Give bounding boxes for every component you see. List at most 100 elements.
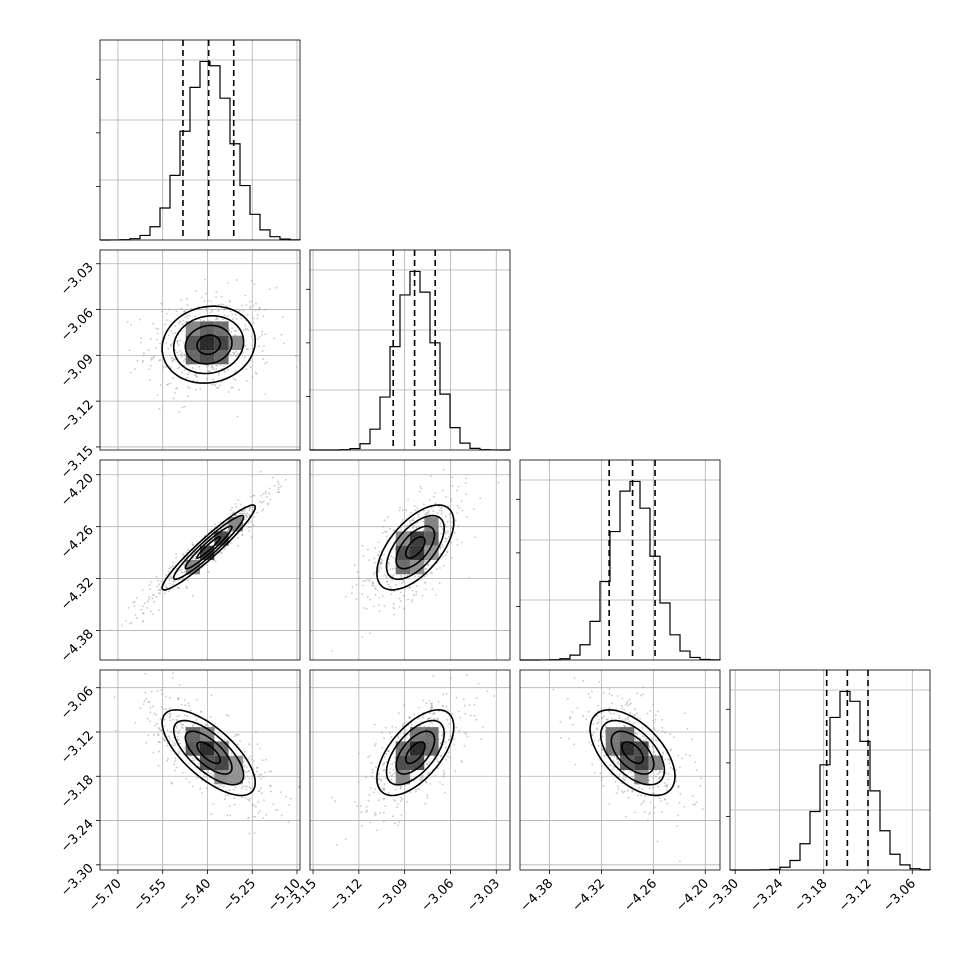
scatter-point bbox=[378, 550, 381, 553]
scatter-point bbox=[440, 734, 443, 737]
scatter-point bbox=[169, 696, 172, 699]
scatter-point bbox=[367, 578, 370, 581]
scatter-point bbox=[400, 785, 403, 788]
scatter-point bbox=[407, 498, 409, 501]
scatter-point bbox=[373, 744, 376, 747]
scatter-point bbox=[636, 712, 638, 715]
scatter-point bbox=[694, 803, 697, 806]
scatter-point bbox=[255, 302, 257, 305]
scatter-point bbox=[241, 533, 244, 536]
scatter-point bbox=[409, 522, 412, 525]
scatter-point bbox=[609, 764, 612, 766]
scatter-point bbox=[425, 755, 428, 758]
scatter-point bbox=[422, 529, 425, 532]
scatter-point bbox=[199, 710, 202, 713]
scatter-point bbox=[186, 303, 189, 306]
x-tick-label: −4.26 bbox=[621, 876, 660, 915]
scatter-point bbox=[170, 366, 173, 369]
scatter-point bbox=[232, 351, 235, 354]
scatter-point bbox=[195, 290, 198, 292]
scatter-point bbox=[207, 725, 209, 727]
scatter-point bbox=[411, 589, 414, 592]
scatter-point bbox=[218, 303, 220, 306]
scatter-point bbox=[277, 483, 280, 486]
scatter-point bbox=[176, 351, 179, 354]
scatter-point bbox=[234, 786, 237, 789]
scatter-point bbox=[234, 503, 237, 505]
scatter-point bbox=[153, 712, 156, 715]
scatter-point bbox=[371, 771, 374, 774]
contour-level-3 bbox=[161, 709, 257, 797]
scatter-point bbox=[176, 730, 179, 733]
scatter-point bbox=[252, 494, 255, 497]
scatter-point bbox=[252, 815, 255, 818]
scatter-point bbox=[246, 512, 249, 515]
scatter-point bbox=[142, 703, 145, 705]
scatter-point bbox=[397, 824, 400, 827]
scatter-point bbox=[165, 695, 167, 698]
scatter-point bbox=[379, 812, 381, 814]
scatter-point bbox=[256, 743, 259, 745]
scatter-point bbox=[262, 358, 265, 361]
scatter-point bbox=[460, 759, 463, 762]
scatter-point bbox=[176, 340, 179, 342]
scatter-point bbox=[458, 729, 461, 732]
scatter-point bbox=[479, 497, 482, 500]
x-tick-label: −3.30 bbox=[703, 876, 742, 915]
scatter-point bbox=[169, 730, 172, 733]
scatter-point bbox=[656, 710, 659, 713]
scatter-point bbox=[212, 774, 215, 776]
scatter-point bbox=[224, 314, 226, 317]
scatter-point bbox=[640, 694, 642, 697]
scatter-point bbox=[475, 718, 478, 721]
scatter-point bbox=[669, 766, 672, 769]
scatter-point bbox=[188, 387, 191, 389]
scatter-point bbox=[602, 785, 605, 787]
scatter-point bbox=[402, 733, 405, 736]
scatter-point bbox=[604, 725, 607, 728]
scatter-point bbox=[192, 759, 195, 762]
scatter-point bbox=[179, 742, 181, 745]
scatter-point bbox=[214, 523, 216, 525]
scatter-point bbox=[426, 794, 429, 797]
y-tick-label: −4.26 bbox=[58, 523, 97, 562]
scatter-point bbox=[469, 714, 472, 717]
scatter-point bbox=[452, 738, 455, 740]
contour-level-1 bbox=[184, 525, 233, 570]
scatter-point bbox=[268, 492, 270, 495]
scatter-point bbox=[445, 758, 447, 761]
scatter-point bbox=[172, 561, 175, 564]
panel-1-0: −3.15−3.12−3.09−3.06−3.03 bbox=[58, 249, 301, 482]
scatter-point bbox=[231, 506, 234, 509]
density-cell bbox=[185, 727, 200, 742]
scatter-point bbox=[264, 333, 267, 336]
scatter-point bbox=[383, 553, 385, 556]
scatter-point bbox=[381, 731, 383, 734]
scatter-point bbox=[206, 309, 208, 312]
scatter-point bbox=[473, 714, 476, 717]
scatter-point bbox=[161, 369, 164, 372]
scatter-point bbox=[409, 791, 412, 793]
scatter-point bbox=[166, 729, 169, 732]
scatter-point bbox=[393, 529, 396, 531]
scatter-point bbox=[174, 744, 176, 746]
scatter-point bbox=[289, 797, 292, 800]
scatter-point bbox=[631, 790, 633, 793]
scatter-point bbox=[652, 719, 655, 722]
scatter-point bbox=[155, 575, 158, 578]
scatter-point bbox=[370, 775, 373, 778]
scatter-point bbox=[389, 585, 392, 588]
scatter-point bbox=[409, 777, 412, 780]
scatter-point bbox=[393, 613, 396, 616]
scatter-point bbox=[170, 566, 172, 569]
scatter-point bbox=[426, 763, 429, 766]
scatter-point bbox=[356, 570, 359, 573]
panel-3-0: −3.30 −3.24 −3.18 −3.12 −3.06 −5.70 −5.55 −5.40… bbox=[58, 669, 304, 915]
scatter-point bbox=[175, 556, 178, 559]
scatter-point bbox=[447, 709, 449, 712]
scatter-point bbox=[243, 757, 245, 760]
scatter-point bbox=[438, 582, 441, 585]
scatter-point bbox=[344, 838, 347, 841]
scatter-point bbox=[249, 359, 252, 362]
scatter-point bbox=[358, 752, 360, 755]
